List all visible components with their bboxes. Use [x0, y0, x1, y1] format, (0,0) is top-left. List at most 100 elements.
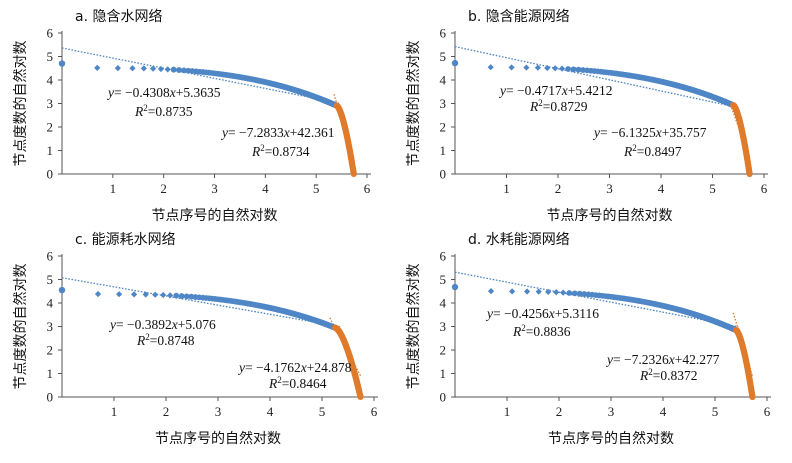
y-tick-label: 0 — [47, 167, 54, 182]
y-tick-label: 6 — [47, 249, 54, 264]
data-point — [535, 288, 542, 295]
y-tick-label: 1 — [47, 143, 54, 158]
r-squared-main: R2=0.8748 — [136, 332, 195, 348]
data-point — [176, 67, 182, 73]
fit-equation-main: y= −0.4717x+5.4212 — [498, 83, 612, 98]
tail-data-point — [350, 170, 357, 178]
x-tick-label: 3 — [606, 181, 613, 196]
data-point — [576, 290, 583, 297]
y-tick-label: 6 — [440, 26, 447, 41]
y-tick-label: 2 — [47, 343, 54, 358]
data-point — [170, 66, 177, 73]
fit-equation-main: y= −0.4256x+5.3116 — [485, 306, 599, 321]
data-point — [178, 293, 185, 299]
tail-data-point — [749, 393, 756, 401]
data-point — [140, 65, 147, 72]
x-tick-label: 6 — [371, 404, 378, 419]
data-point — [58, 286, 66, 294]
y-tick-label: 3 — [47, 96, 54, 111]
panel-b: 1 2 3 4 5 6 0 1 2 3 4 5 6 节点序号的自然对数 节点度数的自然对数 b. 隐含能源网络… — [405, 9, 768, 224]
x-tick-label: 5 — [319, 404, 326, 419]
y-tick-label: 5 — [440, 272, 447, 287]
x-tick-label: 1 — [504, 404, 511, 419]
r-squared-tail: R2=0.8372 — [639, 367, 698, 383]
data-point — [94, 64, 101, 72]
fit-line-main — [61, 277, 341, 328]
fit-line-main — [61, 47, 340, 104]
r-squared-main: R2=0.8729 — [529, 98, 588, 114]
y-tick-label: 1 — [47, 366, 54, 381]
panel-c: 1 2 3 4 5 6 0 1 2 3 4 5 6 节点序号的自然对数 节点度数的自然对数 c. 能源耗水网络… — [12, 232, 378, 447]
x-tick-label: 5 — [313, 181, 320, 196]
y-tick-label: 3 — [440, 319, 447, 334]
tail-data-point — [746, 170, 753, 178]
data-point — [142, 291, 149, 298]
data-point — [152, 291, 159, 298]
x-tick-label: 5 — [709, 181, 716, 196]
data-point — [157, 65, 165, 73]
y-tick-label: 4 — [440, 73, 447, 88]
data-point — [451, 59, 459, 67]
x-tick-label: 1 — [110, 181, 117, 196]
x-tick-label: 5 — [712, 404, 719, 419]
y-tick-label: 4 — [47, 296, 54, 311]
data-point — [509, 288, 516, 295]
x-tick-label: 4 — [262, 181, 269, 196]
r-squared-tail: R2=0.8464 — [268, 375, 327, 391]
x-tick-label: 6 — [764, 404, 771, 419]
data-point — [523, 288, 531, 295]
x-axis-title: 节点序号的自然对数 — [152, 207, 278, 224]
y-tick-label: 6 — [440, 249, 447, 264]
data-point — [487, 288, 495, 295]
x-tick-label: 4 — [658, 181, 665, 196]
y-axis-title: 节点度数的自然对数 — [12, 264, 29, 390]
panel-title: c. 能源耗水网络 — [75, 232, 176, 248]
y-tick-label: 2 — [440, 120, 447, 135]
y-tick-label: 0 — [47, 390, 54, 405]
fit-equation-tail: y= −7.2833x+42.361 — [220, 125, 334, 140]
x-tick-label: 1 — [111, 404, 118, 419]
data-point — [114, 65, 121, 72]
y-tick-label: 3 — [47, 319, 54, 334]
data-point — [571, 290, 578, 297]
y-tick-label: 2 — [47, 120, 54, 135]
r-squared-tail: R2=0.8497 — [623, 143, 682, 159]
y-axis-title: 节点度数的自然对数 — [405, 264, 422, 390]
panel-title: b. 隐含能源网络 — [468, 9, 570, 25]
data-point — [558, 65, 566, 72]
x-tick-label: 2 — [163, 404, 170, 419]
data-point — [487, 64, 494, 71]
x-tick-label: 2 — [160, 181, 167, 196]
y-tick-label: 4 — [47, 73, 54, 88]
x-tick-label: 6 — [761, 181, 768, 196]
y-tick-label: 0 — [440, 167, 447, 182]
data-point — [575, 66, 582, 73]
x-tick-label: 4 — [267, 404, 274, 419]
x-tick-label: 1 — [503, 181, 510, 196]
data-point — [183, 293, 190, 300]
fit-equation-main: y= −0.3892x+5.076 — [108, 317, 216, 332]
x-tick-label: 3 — [608, 404, 615, 419]
y-tick-label: 6 — [47, 26, 54, 41]
data-point — [552, 65, 559, 72]
fit-line-main — [454, 271, 739, 328]
data-point — [173, 292, 180, 299]
data-point — [129, 65, 136, 72]
data-point — [570, 66, 577, 73]
y-tick-label: 5 — [440, 49, 447, 64]
fit-equation-main: y= −0.4308x+5.3635 — [106, 85, 221, 100]
x-axis-title: 节点序号的自然对数 — [155, 430, 281, 447]
data-point — [544, 64, 551, 72]
data-point — [180, 67, 187, 74]
r-squared-tail: R2=0.8734 — [251, 143, 310, 159]
y-tick-label: 1 — [440, 366, 447, 381]
x-tick-label: 6 — [364, 181, 371, 196]
x-tick-label: 3 — [211, 181, 218, 196]
y-tick-label: 5 — [47, 272, 54, 287]
fit-equation-tail: y= −7.2326x+42.277 — [605, 352, 720, 367]
y-tick-label: 4 — [440, 296, 447, 311]
data-point — [545, 288, 552, 296]
x-tick-label: 4 — [660, 404, 667, 419]
